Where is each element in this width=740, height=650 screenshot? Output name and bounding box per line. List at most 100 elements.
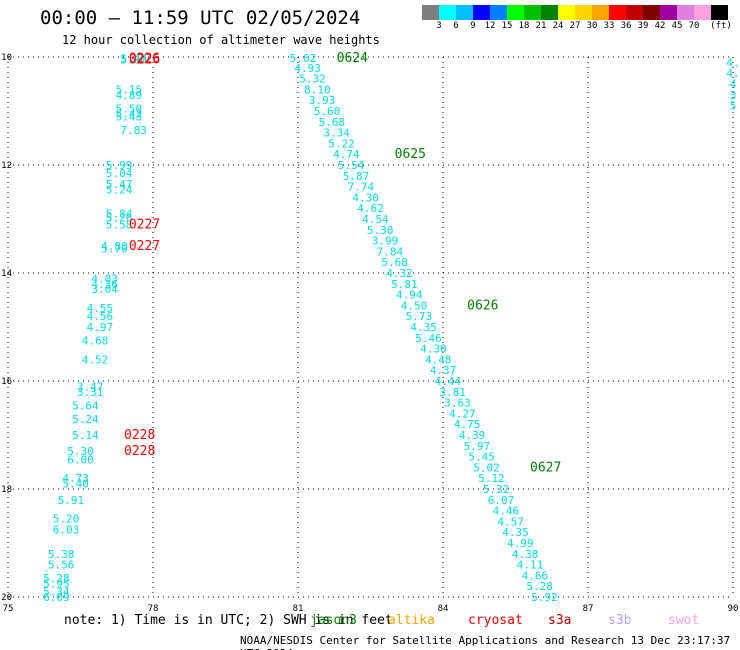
colorbar-swatch bbox=[541, 5, 558, 20]
colorbar-label: 21 bbox=[535, 21, 547, 31]
data-point-label: 5.02 bbox=[473, 461, 500, 474]
data-point-label: 7.74 bbox=[348, 181, 375, 194]
colorbar-swatch bbox=[694, 5, 711, 20]
data-point-label: 5.43 bbox=[116, 110, 143, 123]
legend-jason3: jason3 bbox=[310, 613, 357, 628]
data-point-label: 5.12 bbox=[478, 472, 505, 485]
data-point-label: 5.32 bbox=[483, 483, 510, 496]
time-label: 0627 bbox=[530, 460, 561, 475]
data-point-label: 5.68 bbox=[319, 116, 346, 129]
data-point-label: 5.40 bbox=[62, 478, 89, 491]
colorbar-swatch bbox=[422, 5, 439, 20]
x-tick-label: 90 bbox=[728, 604, 739, 614]
data-point-label: 3.63 bbox=[444, 397, 471, 410]
data-point-label: 4.80 bbox=[101, 240, 128, 253]
legend-swot: swot bbox=[668, 613, 700, 628]
data-point-label: 5.56 bbox=[48, 559, 75, 572]
data-point-label: 5.47 bbox=[120, 53, 147, 66]
data-point-label: 5.26 bbox=[106, 211, 133, 224]
data-point-label: 5.58 bbox=[106, 218, 133, 231]
colorbar-label: 18 bbox=[518, 21, 530, 31]
data-point-label: 4.94 bbox=[396, 289, 423, 302]
data-point-label: 4.35 bbox=[502, 526, 529, 539]
data-point-label: 5.95 bbox=[43, 578, 70, 591]
data-point-label: 4.38 bbox=[512, 548, 539, 561]
chart-subtitle: 12 hour collection of altimeter wave hei… bbox=[62, 33, 380, 47]
data-point-label: 4.03 bbox=[91, 272, 118, 285]
data-point-label: 4.27 bbox=[449, 407, 476, 420]
colorbar-swatch bbox=[575, 5, 592, 20]
data-point-label: 5.30 bbox=[67, 445, 94, 458]
data-point-label: 5.50 bbox=[116, 102, 143, 115]
colorbar-swatch bbox=[592, 5, 609, 20]
y-tick-label: -12 bbox=[0, 161, 12, 171]
colorbar-label: 9 bbox=[470, 21, 476, 31]
data-point-label: 4.37 bbox=[430, 364, 457, 377]
data-point-label: 4. bbox=[726, 67, 739, 80]
colorbar-label: 39 bbox=[637, 21, 649, 31]
data-point-label: 5.68 bbox=[381, 256, 408, 269]
data-point-label: 5.87 bbox=[343, 170, 370, 183]
colorbar-swatch bbox=[490, 5, 507, 20]
colorbar-swatch bbox=[524, 5, 541, 20]
x-tick-label: 84 bbox=[438, 604, 449, 614]
data-point-label: 6.07 bbox=[488, 494, 515, 507]
colorbar-unit: (ft) bbox=[710, 21, 732, 31]
data-point-label: 5.42 bbox=[116, 108, 143, 121]
data-point-label: 4.99 bbox=[507, 537, 534, 550]
data-point-label: 5.99 bbox=[106, 159, 133, 172]
data-point-label: 4.44 bbox=[435, 375, 462, 388]
data-point-label: 5.91 bbox=[58, 494, 85, 507]
colorbar-swatch bbox=[439, 5, 456, 20]
data-point-label: 4.52 bbox=[82, 353, 109, 366]
data-point-label: 4.55 bbox=[87, 302, 114, 315]
data-point-label: 3.81 bbox=[439, 386, 466, 399]
data-point-label: 5.38 bbox=[48, 548, 75, 561]
data-point-label: 5.45 bbox=[468, 451, 495, 464]
colorbar-swatch bbox=[677, 5, 694, 20]
data-point-label: 3.93 bbox=[309, 94, 336, 107]
data-point-label: 4.36 bbox=[91, 278, 118, 291]
data-point-label: 4.56 bbox=[87, 310, 114, 323]
data-point-label: 8.10 bbox=[304, 83, 331, 96]
data-point-label: 5.46 bbox=[415, 332, 442, 345]
colorbar-label: 12 bbox=[484, 21, 496, 31]
data-point-label: 4.48 bbox=[425, 353, 452, 366]
colorbar-label: 45 bbox=[671, 21, 683, 31]
x-tick-label: 87 bbox=[583, 604, 594, 614]
data-point-label: 4.57 bbox=[497, 515, 524, 528]
data-point-label: 6.03 bbox=[53, 524, 80, 537]
data-point-label: 3.99 bbox=[372, 235, 399, 248]
data-point-label: 4.62 bbox=[357, 202, 384, 215]
data-point-label: 5.70 bbox=[101, 243, 128, 256]
colorbar-label: 27 bbox=[569, 21, 581, 31]
legend-s3a: s3a bbox=[548, 613, 572, 628]
data-point-label: 5.14 bbox=[72, 429, 99, 442]
time-label: 0624 bbox=[337, 51, 368, 66]
data-point-label: 4.54 bbox=[362, 213, 389, 226]
data-point-label: 5.20 bbox=[53, 513, 80, 526]
time-label: 0625 bbox=[395, 147, 426, 162]
time-label: 0228 bbox=[124, 428, 155, 443]
data-point-label: 5.60 bbox=[314, 105, 341, 118]
data-point-label: 5.81 bbox=[391, 278, 418, 291]
data-point-label: 7.83 bbox=[120, 124, 147, 137]
data-point-label: 5.84 bbox=[106, 208, 133, 221]
x-tick-label: 81 bbox=[293, 604, 304, 614]
legend-cryosat: cryosat bbox=[468, 613, 523, 628]
data-point-label: 4.97 bbox=[87, 321, 114, 334]
colorbar-swatch bbox=[507, 5, 524, 20]
data-point-label: 5.30 bbox=[367, 224, 394, 237]
data-point-label: 5.22 bbox=[328, 137, 355, 150]
data-point-label: 5.24 bbox=[72, 413, 99, 426]
colorbar-swatch bbox=[609, 5, 626, 20]
legend-s3b: s3b bbox=[608, 613, 632, 628]
data-point-label: 4.30 bbox=[352, 191, 379, 204]
data-point-label: 4.75 bbox=[454, 418, 481, 431]
data-point-label: 6.09 bbox=[43, 591, 70, 604]
y-tick-label: -10 bbox=[0, 53, 12, 63]
colorbar-label: 36 bbox=[620, 21, 632, 31]
footer-credit: NOAA/NESDIS Center for Satellite Applica… bbox=[240, 634, 731, 650]
data-point-label: 4 bbox=[730, 78, 737, 91]
